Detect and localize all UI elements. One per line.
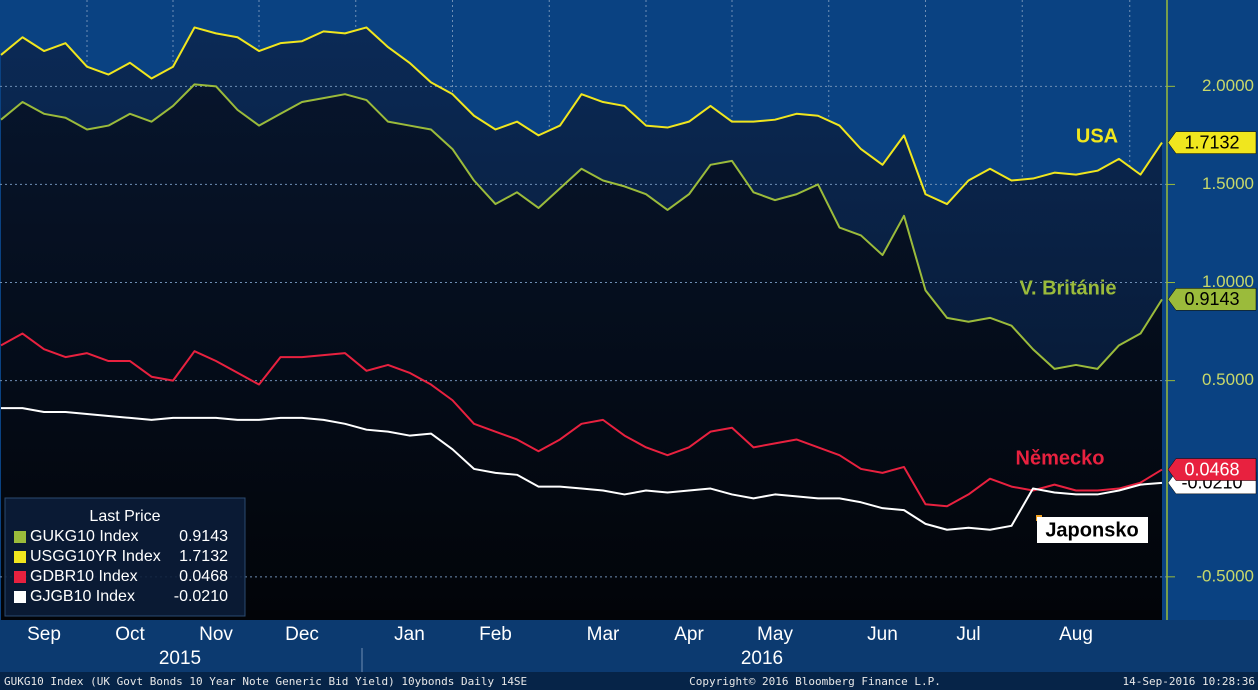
x-tick-label: Nov bbox=[199, 624, 233, 645]
y-tick-label: 1.5000 bbox=[1202, 174, 1254, 193]
x-tick-label: Mar bbox=[587, 624, 620, 645]
year-label: 2016 bbox=[741, 648, 783, 669]
annotation-box bbox=[1037, 517, 1148, 543]
legend-swatch bbox=[14, 531, 26, 543]
legend-value: -0.0210 bbox=[174, 588, 228, 605]
legend: Last Price GUKG10 Index 0.9143 USGG10YR In… bbox=[4, 497, 246, 617]
legend-value: 1.7132 bbox=[179, 548, 228, 565]
x-tick-label: Dec bbox=[285, 624, 319, 645]
value-label: 0.0468 bbox=[1184, 459, 1239, 479]
x-axis-band bbox=[0, 620, 1258, 672]
footer-right: 14-Sep-2016 10:28:36 bbox=[1123, 675, 1255, 688]
x-tick-label: Jun bbox=[867, 624, 898, 645]
annotation: Německo bbox=[1016, 447, 1105, 469]
footer-band bbox=[0, 672, 1258, 690]
year-label: 2015 bbox=[159, 648, 201, 669]
legend-swatch bbox=[14, 551, 26, 563]
x-tick-label: Feb bbox=[479, 624, 512, 645]
area bbox=[1, 84, 1162, 621]
value-box bbox=[1167, 288, 1257, 311]
plot-area bbox=[0, 0, 1167, 621]
y-tick-label: 1.0000 bbox=[1202, 272, 1254, 291]
legend-label: USGG10YR Index bbox=[30, 548, 161, 565]
x-tick-label: Jul bbox=[956, 624, 980, 645]
x-tick-label: Jan bbox=[394, 624, 425, 645]
y-tick-label: 0.5000 bbox=[1202, 370, 1254, 389]
value-box bbox=[1167, 458, 1257, 481]
legend-label: GUKG10 Index bbox=[30, 528, 139, 545]
line bbox=[0, 26, 1163, 206]
legend-value: 0.0468 bbox=[179, 568, 228, 585]
annotation: Japonsko bbox=[1045, 519, 1138, 541]
legend-swatch bbox=[14, 571, 26, 583]
x-tick-label: Sep bbox=[27, 624, 61, 645]
value-label: 1.7132 bbox=[1184, 132, 1239, 152]
legend-title: Last Price bbox=[89, 508, 160, 525]
footer-center: Copyright© 2016 Bloomberg Finance L.P. bbox=[689, 675, 941, 688]
line bbox=[0, 332, 1163, 508]
legend-box bbox=[4, 497, 246, 617]
legend-label: GJGB10 Index bbox=[30, 588, 135, 605]
value-label: 0.9143 bbox=[1184, 289, 1239, 309]
y-tick-label: -0.5000 bbox=[1196, 566, 1254, 585]
annotation: V. Británie bbox=[1019, 277, 1116, 299]
legend-label: GDBR10 Index bbox=[30, 568, 138, 585]
x-tick-label: Apr bbox=[674, 624, 704, 645]
legend-swatch bbox=[14, 591, 26, 603]
legend-value: 0.9143 bbox=[179, 528, 228, 545]
x-tick-label: Aug bbox=[1059, 624, 1093, 645]
x-tick-label: May bbox=[757, 624, 793, 645]
footer-left: GUKG10 Index (UK Govt Bonds 10 Year Note… bbox=[4, 675, 527, 688]
annotation: USA bbox=[1076, 125, 1118, 147]
line bbox=[0, 83, 1163, 370]
line bbox=[1, 407, 1163, 531]
x-tick-label: Oct bbox=[115, 624, 145, 645]
annotations: USA V. Británie Německo Japonsko bbox=[1016, 125, 1148, 543]
value-box bbox=[1167, 131, 1257, 154]
y-tick-label: 2.0000 bbox=[1202, 76, 1254, 95]
